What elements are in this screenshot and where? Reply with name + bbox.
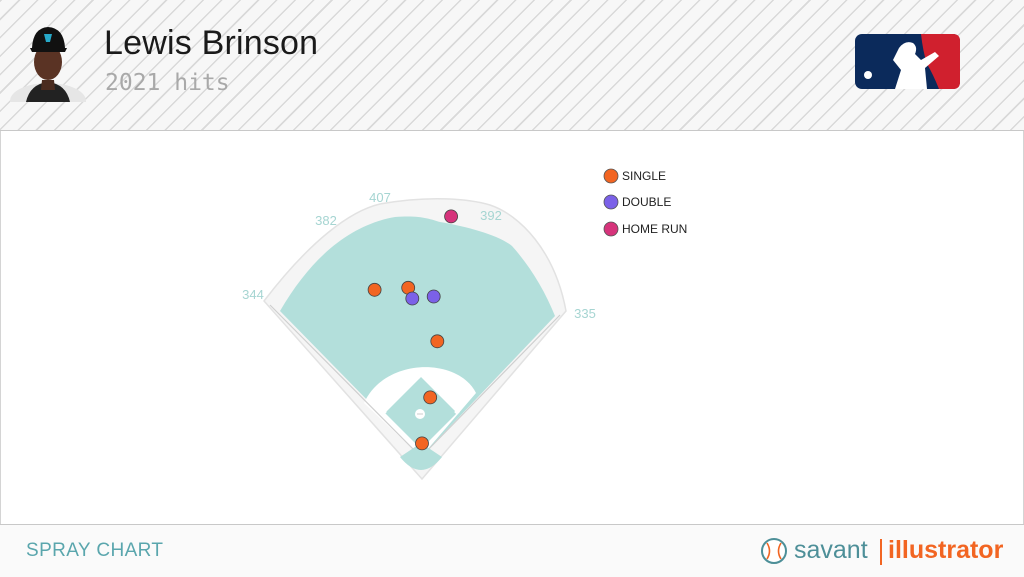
- second-base: [416, 373, 422, 379]
- legend-label-single: SINGLE: [622, 169, 666, 183]
- distance-label-right-center: 392: [480, 208, 502, 223]
- distance-label-right-field: 335: [574, 306, 596, 321]
- hit-points: [367, 209, 459, 451]
- brand-illustrator: illustrator: [888, 536, 1004, 564]
- footer: SPRAY CHART savant illustrator: [0, 524, 1024, 577]
- outfield: [280, 216, 555, 456]
- brand-savant: savant: [794, 536, 868, 564]
- legend-label-home-run: HOME RUN: [622, 222, 687, 236]
- spray-chart: 344 382 407 392 335 SINGLE DOUBLE HOME R…: [242, 168, 687, 481]
- third-base: [381, 409, 387, 415]
- hit-point-single: [423, 390, 438, 405]
- distance-label-center: 407: [369, 190, 391, 205]
- subtitle: 2021 hits: [105, 70, 230, 96]
- hit-point-double: [405, 291, 420, 306]
- field-diagram: [263, 198, 567, 481]
- hit-point-home-run: [444, 209, 459, 224]
- legend-label-double: DOUBLE: [622, 195, 671, 209]
- player-headshot-icon: [10, 27, 86, 102]
- distance-label-left-field: 344: [242, 287, 264, 302]
- hit-point-single: [430, 334, 445, 349]
- brand-separator: [880, 539, 882, 565]
- baseball-icon: [761, 538, 787, 564]
- footer-title: SPRAY CHART: [26, 540, 164, 561]
- legend-marker-single: [603, 168, 619, 184]
- player-name: Lewis Brinson: [104, 24, 319, 62]
- header: Lewis Brinson 2021 hits: [0, 0, 1024, 131]
- mlb-logo-icon: [855, 34, 960, 89]
- hit-point-single: [367, 282, 382, 297]
- legend-marker-double: [603, 194, 619, 210]
- hit-point-single: [415, 436, 429, 451]
- distance-label-left-center: 382: [315, 213, 337, 228]
- legend-marker-home-run: [603, 221, 619, 237]
- first-base: [454, 409, 460, 415]
- hit-point-double: [426, 289, 441, 304]
- legend: SINGLE DOUBLE HOME RUN: [603, 168, 687, 237]
